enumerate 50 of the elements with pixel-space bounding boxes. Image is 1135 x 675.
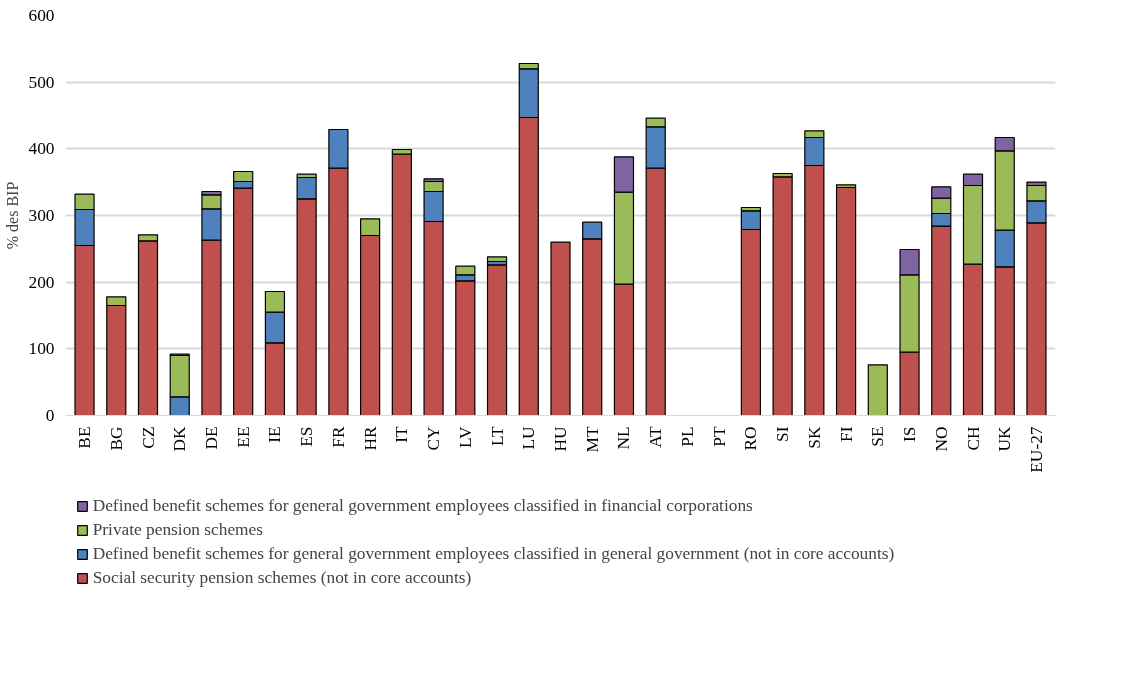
bar [867,364,888,416]
x-tick-label: FR [328,426,348,448]
x-tick-label: LT [487,426,507,447]
y-tick-label: 100 [28,339,55,359]
x-tick-label: PL [677,426,697,447]
x-tick-label: NL [614,426,634,450]
x-tick-label: CH [963,426,983,451]
legend-label: Defined benefit schemes for general government employees classified in general government (not in core accounts) [92,543,895,564]
x-tick-label: EE [233,426,253,448]
y-tick-label: 300 [28,206,55,225]
x-tick-label: IE [265,426,285,443]
y-tick-label: 200 [28,272,55,292]
bar [391,153,412,416]
x-tick-label: AT [646,426,666,448]
bar [772,176,793,416]
x-tick-label: SI [773,426,793,442]
x-tick-label: FI [836,426,856,442]
x-tick-label: EU-27 [1026,426,1046,473]
x-tick-label: HR [360,426,380,451]
x-tick-label: IT [392,426,412,443]
x-tick-label: SE [868,426,888,447]
x-tick-label: MT [582,426,602,453]
x-tick-label: CZ [138,426,158,449]
legend-label: Defined benefit schemes for general government employees classified in financial corporations [92,495,753,516]
y-tick-label: 500 [28,72,55,92]
x-tick-label: BE [75,426,95,449]
x-tick-label: IS [900,426,920,442]
x-tick-label: ES [297,426,317,447]
x-tick-label: CY [424,426,444,451]
y-tick-label: 400 [28,139,55,159]
x-tick-label: LV [455,426,475,449]
x-tick-label: DK [170,426,190,452]
bar [486,256,508,263]
x-tick-label: LU [519,426,539,450]
y-axis-title: % des BIP [3,181,21,250]
x-tick-label: DE [201,426,221,450]
x-tick-label: RO [741,426,761,451]
x-tick-label: BG [106,426,126,451]
legend-label: Private pension schemes [92,519,264,540]
x-tick-label: NO [931,426,951,452]
y-tick-label: 600 [28,6,55,25]
x-tick-label: PT [709,426,729,447]
bar [486,264,508,416]
bar [550,241,571,416]
bar [835,186,857,416]
y-tick-label: 0 [45,406,55,425]
x-tick-label: HU [551,426,570,452]
legend-label: Social security pension schemes (not in core accounts) [92,567,472,588]
x-tick-label: UK [995,426,1015,452]
x-tick-label: SK [804,426,824,449]
